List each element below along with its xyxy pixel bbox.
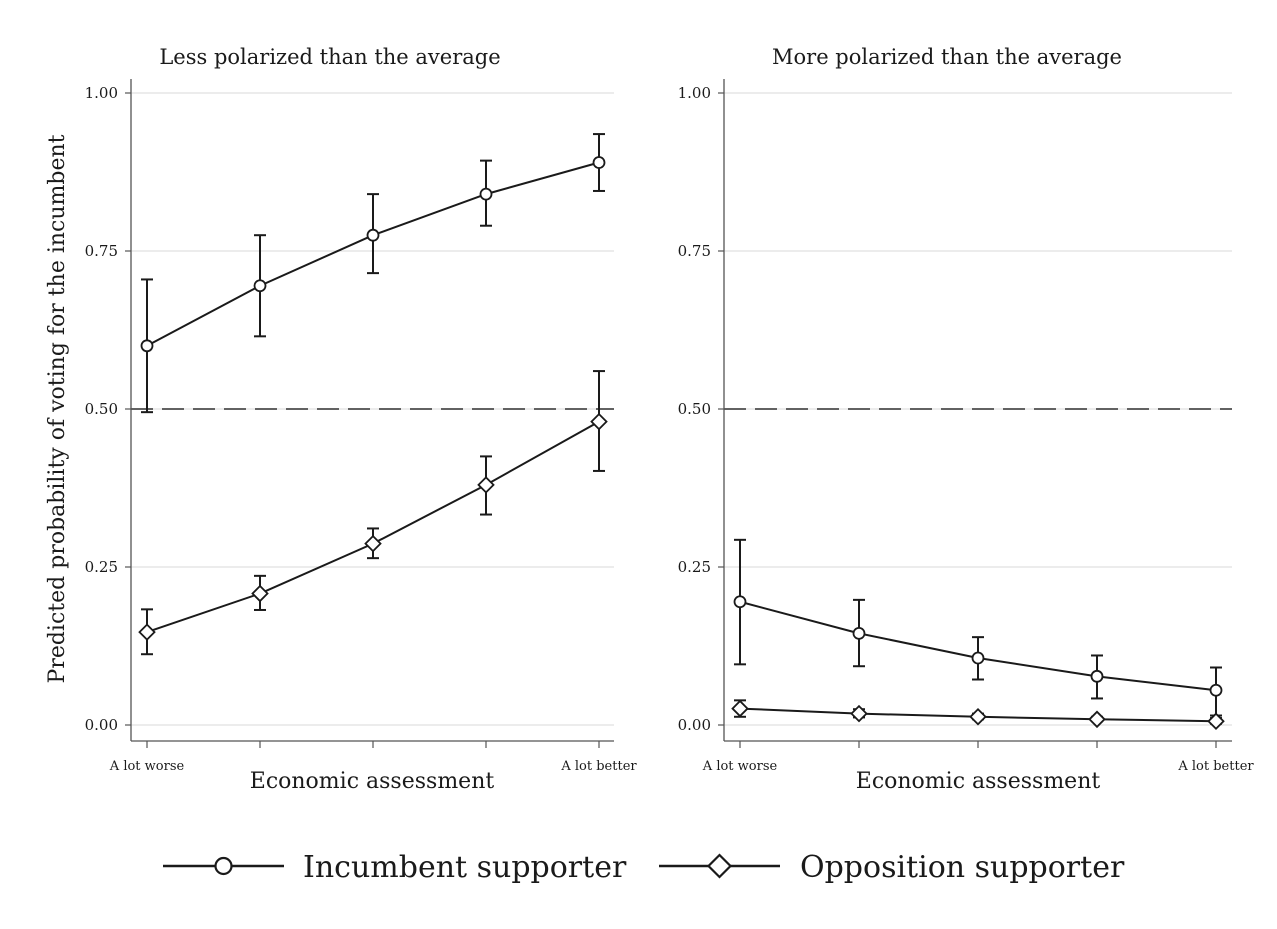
data-point-diamond [477,476,495,494]
data-point-diamond [969,708,987,726]
x-axis-title: Economic assessment [250,769,495,794]
axes: 0.00 0.25 0.50 0.75 1.00 A lot worse A lot bet… [678,79,1254,774]
axes: 0.00 0.25 0.50 0.75 1.00 A lot worse A lot bet… [85,79,637,774]
data-point-circle [1090,669,1104,683]
y-tick-label: 0.75 [85,242,118,260]
y-tick-label: 1.00 [85,84,118,102]
series-line [146,420,600,634]
panel-title: More polarized than the average [772,45,1122,69]
data-point-diamond [1207,712,1225,730]
data-point-diamond [138,623,156,641]
series-diamond [731,699,1225,730]
data-point-diamond [731,699,749,718]
y-tick-label: 0.50 [85,400,118,418]
x-tick-label: A lot worse [109,759,185,774]
y-tick-label: 1.00 [678,84,711,102]
x-tick-label: A lot better [1177,759,1254,774]
data-point-circle [366,228,380,242]
data-point-diamond [364,534,382,553]
series-circle [733,538,1223,717]
panel-less-polarized: Less polarized than the average 0.00 0.25… [85,45,638,794]
panel-more-polarized: More polarized than the average 0.00 0.25… [678,45,1255,794]
x-tick-label: A lot better [560,759,637,774]
data-point-circle [1209,683,1223,697]
legend: Incumbent supporter Opposition supporter [163,850,1125,885]
data-point-circle [479,187,493,201]
data-point-diamond [850,704,868,723]
legend-label: Opposition supporter [800,850,1125,885]
legend-item-opposition: Opposition supporter [659,850,1125,885]
y-tick-label: 0.75 [678,242,711,260]
data-point-circle [592,156,606,169]
y-tick-label: 0.00 [85,716,118,734]
legend-label: Incumbent supporter [303,850,627,885]
series-circle [140,133,606,414]
data-point-circle [140,339,154,353]
panel-title: Less polarized than the average [159,45,500,69]
data-point-diamond [590,412,608,431]
legend-diamond-marker [706,853,733,879]
y-tick-label: 0.25 [678,558,711,576]
legend-circle-marker [214,856,233,876]
y-tick-label: 0.00 [678,716,711,734]
data-series [731,538,1225,730]
data-point-circle [733,595,747,609]
data-point-circle [971,651,985,665]
y-tick-label: 0.50 [678,400,711,418]
series-diamond [138,370,608,656]
data-series [138,133,608,656]
x-axis-title: Economic assessment [856,769,1101,794]
legend-item-incumbent: Incumbent supporter [163,850,627,885]
y-tick-label: 0.25 [85,558,118,576]
data-point-diamond [251,584,269,603]
data-point-circle [852,626,866,640]
y-axis-title: Predicted probability of voting for the … [45,134,70,683]
x-tick-label: A lot worse [702,759,778,774]
data-point-circle [253,279,267,293]
data-point-diamond [1088,710,1106,729]
